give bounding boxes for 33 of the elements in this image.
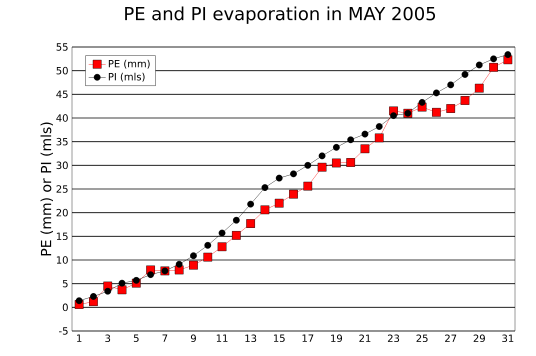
legend-label: PE (mm) <box>108 60 150 69</box>
x-tick-label: 15 <box>274 334 285 342</box>
x-tick-label: 17 <box>302 334 314 342</box>
y-axis-title: PE (mm) or PI (mls) <box>40 122 53 256</box>
y-tick-label: 15 <box>56 232 68 240</box>
x-tick-label: 29 <box>474 334 485 342</box>
x-tick-label: 19 <box>331 334 342 342</box>
x-tick-label: 9 <box>190 334 196 342</box>
y-tick-label: 0 <box>62 304 68 312</box>
y-tick-label: 30 <box>56 162 68 170</box>
y-tick-label: 55 <box>56 43 68 51</box>
y-tick-label: 45 <box>56 90 68 98</box>
y-tick-label: 25 <box>56 185 68 193</box>
x-tick-label: 21 <box>359 334 370 342</box>
legend-label: PI (mls) <box>108 72 145 82</box>
x-tick-label: 7 <box>162 334 168 342</box>
y-tick-label: 40 <box>56 114 68 122</box>
y-tick-label: 5 <box>62 280 68 288</box>
x-tick-label: 25 <box>416 334 428 342</box>
x-tick-label: 3 <box>105 334 110 342</box>
y-tick-label: 10 <box>56 256 68 264</box>
x-tick-label: 23 <box>388 334 400 342</box>
y-tick-label: 50 <box>56 66 68 74</box>
y-tick-label: -5 <box>59 327 68 335</box>
x-tick-label: 13 <box>245 334 256 342</box>
x-tick-label: 11 <box>216 334 228 342</box>
x-tick-label: 1 <box>77 334 82 342</box>
x-tick-label: 31 <box>502 334 514 342</box>
chart-title: PE and PI evaporation in MAY 2005 <box>125 6 436 24</box>
y-tick-label: 35 <box>56 138 68 146</box>
y-tick-label: 20 <box>56 208 68 216</box>
x-tick-label: 5 <box>134 334 139 342</box>
x-tick-label: 27 <box>445 334 456 342</box>
